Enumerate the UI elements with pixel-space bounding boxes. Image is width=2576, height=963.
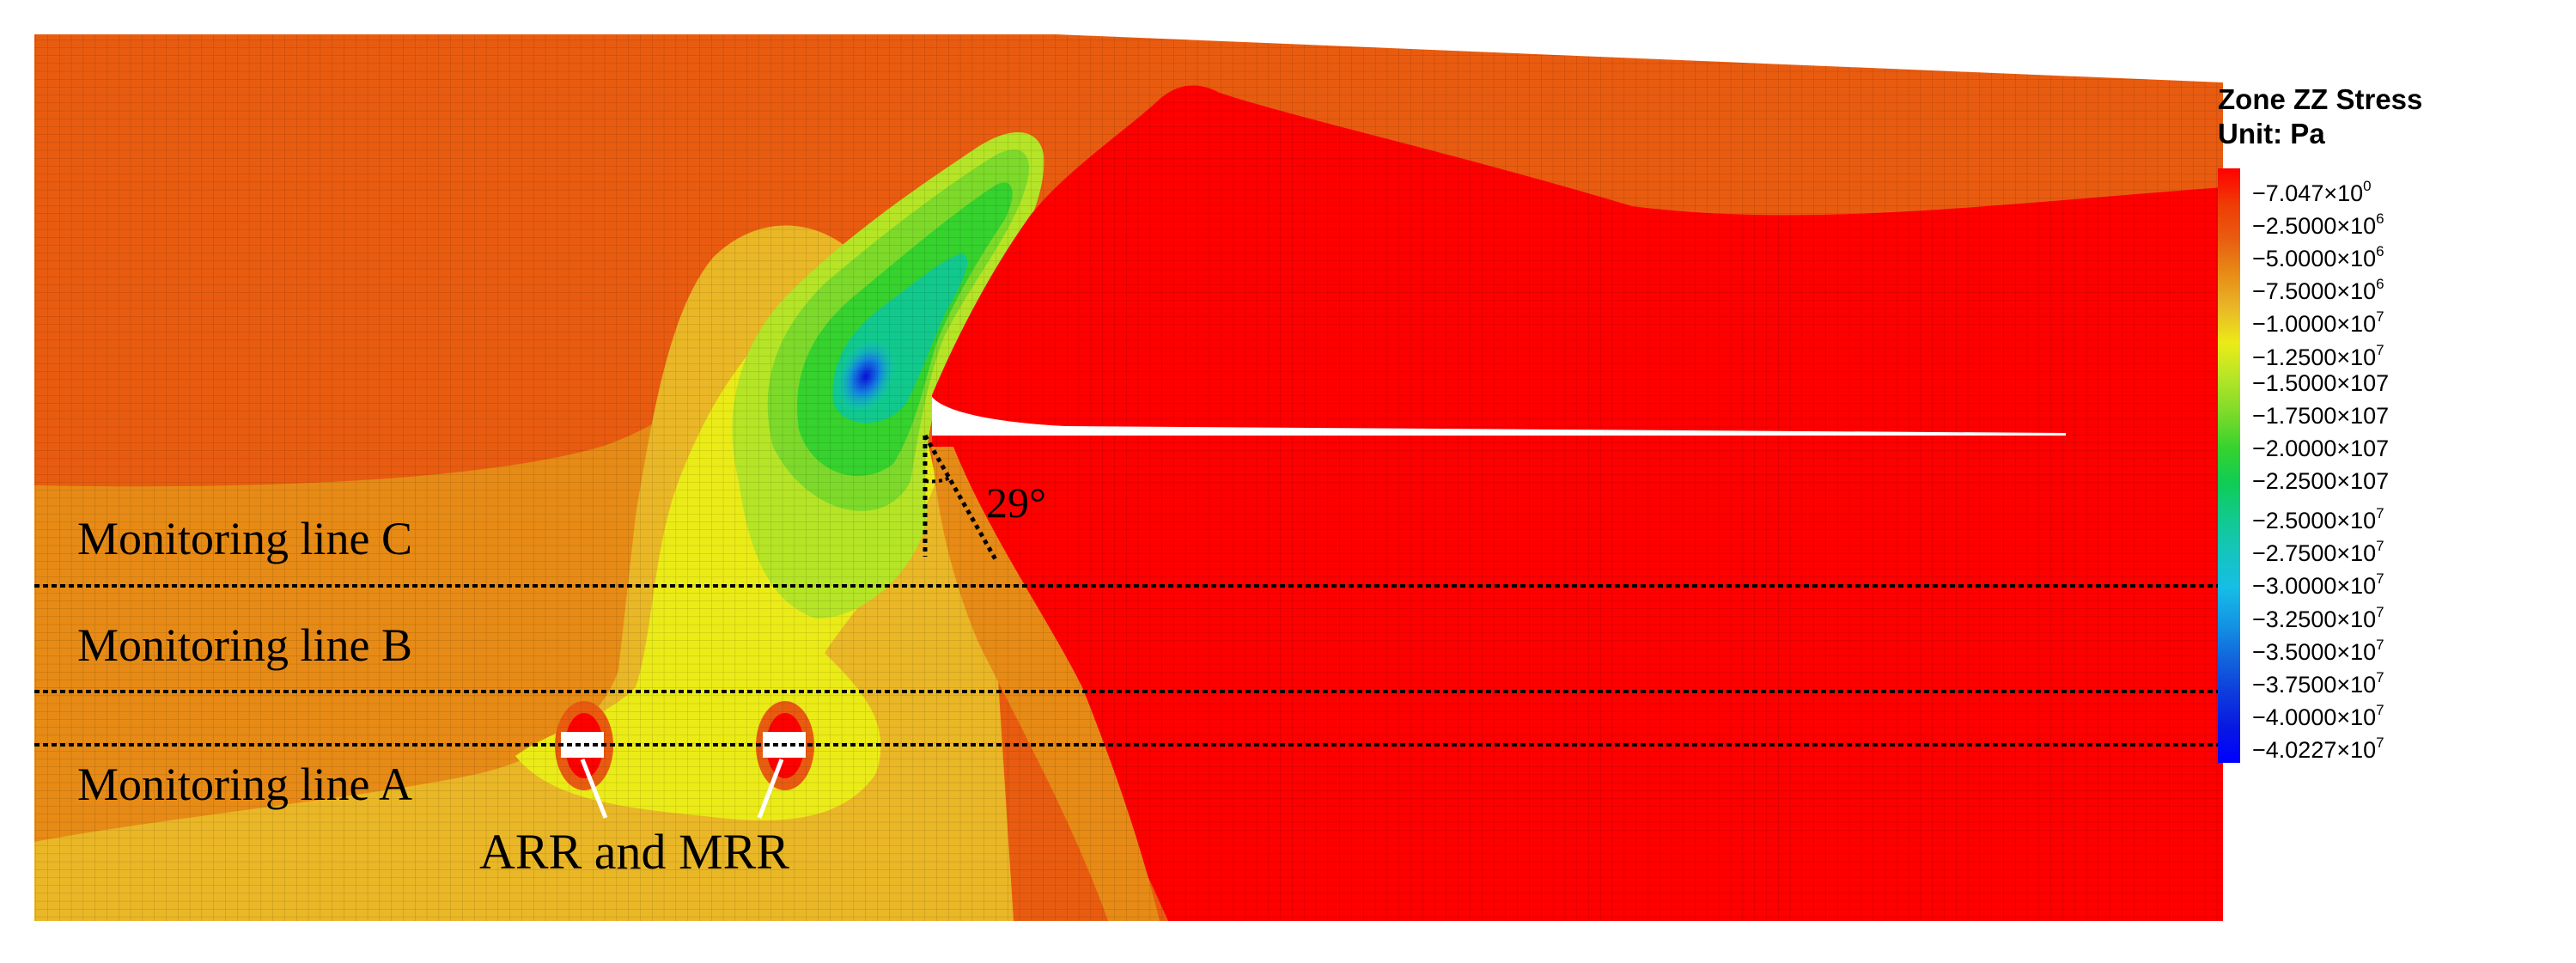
legend-title: Zone ZZ Stress <box>2218 83 2423 115</box>
legend-color-bar <box>2218 168 2240 763</box>
legend-tick-label: −1.5000×107 <box>2252 369 2390 396</box>
legend-tick-label: −3.2500×107 <box>2252 603 2384 632</box>
legend-tick-label: −2.5000×106 <box>2252 210 2384 240</box>
break-angle-label: 29° <box>986 478 1046 527</box>
legend-tick-label: −3.7500×107 <box>2252 668 2384 698</box>
legend-tick-label: −1.0000×107 <box>2252 308 2384 338</box>
roadway-label: ARR and MRR <box>479 824 789 880</box>
legend-tick-label: −4.0227×107 <box>2252 734 2384 763</box>
legend-tick-label: −1.2500×107 <box>2252 341 2384 370</box>
legend-tick-label: −7.5000×106 <box>2252 276 2384 305</box>
legend-tick-label: −3.5000×107 <box>2252 636 2384 665</box>
legend-tick-label: −2.7500×107 <box>2252 538 2384 567</box>
pointer-line-mrr <box>757 759 784 819</box>
legend-tick-label: −7.047×100 <box>2252 178 2372 206</box>
monitoring-line-b-label: Monitoring line B <box>77 619 412 671</box>
legend-tick-label: −2.2500×107 <box>2252 468 2390 495</box>
legend-tick-label: −1.7500×107 <box>2252 402 2390 429</box>
legend-tick-label: −5.0000×106 <box>2252 243 2384 272</box>
pointer-line-arr <box>580 759 608 819</box>
legend-tick-label: −2.0000×107 <box>2252 435 2390 461</box>
legend-tick-label: −4.0000×107 <box>2252 701 2384 730</box>
break-angle-line <box>923 434 999 563</box>
legend-tick-label: −2.5000×107 <box>2252 505 2384 534</box>
legend-unit: Unit: Pa <box>2218 118 2325 149</box>
goaf-gap <box>932 397 2066 436</box>
stress-legend: Zone ZZ Stress Unit: Pa −7.047×100 −2.500… <box>2218 82 2561 763</box>
monitoring-line-a-label: Monitoring line A <box>77 759 412 810</box>
monitoring-line-c-label: Monitoring line C <box>77 513 412 564</box>
zone-mesh <box>34 34 2223 921</box>
legend-tick-label: −3.0000×107 <box>2252 570 2384 600</box>
angle-arc <box>924 475 953 484</box>
